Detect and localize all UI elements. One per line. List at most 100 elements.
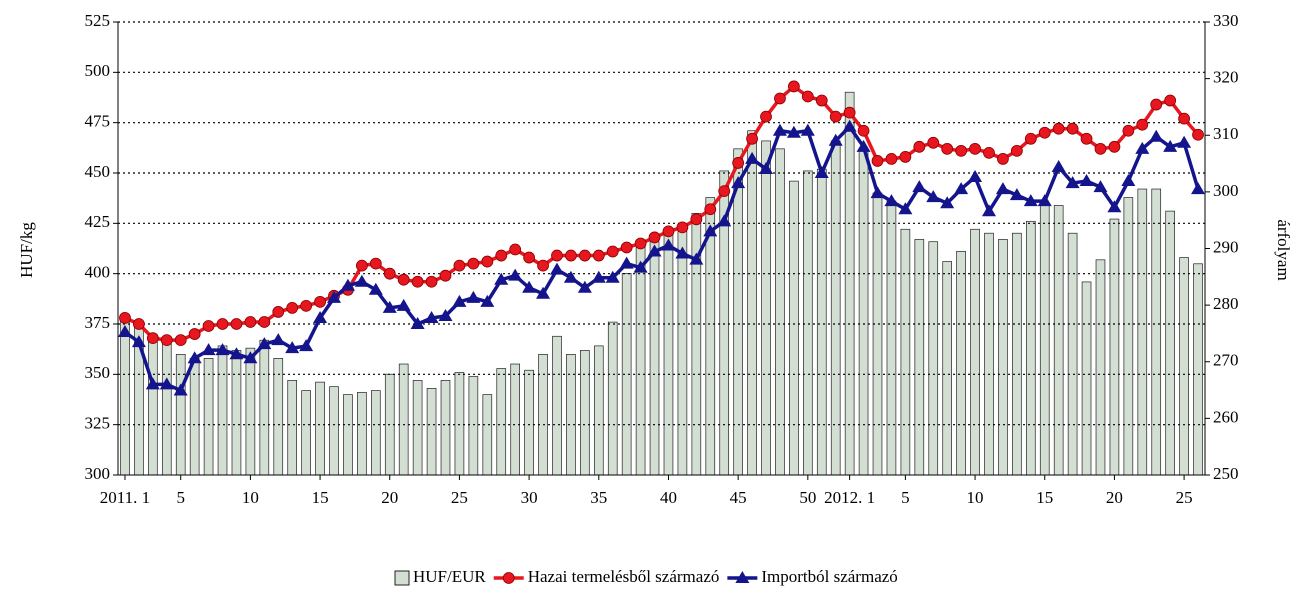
- marker: [661, 238, 676, 251]
- marker: [1079, 174, 1094, 187]
- bar: [231, 350, 242, 476]
- y-tick-label: 500: [85, 61, 111, 80]
- marker: [995, 182, 1010, 195]
- marker: [340, 278, 355, 291]
- bar: [970, 228, 980, 476]
- marker: [481, 255, 494, 268]
- marker: [828, 133, 843, 146]
- y2-tick-label: 250: [1213, 464, 1239, 483]
- marker: [732, 157, 745, 169]
- bar: [1193, 263, 1203, 476]
- bar: [789, 180, 799, 476]
- bar: [217, 345, 228, 476]
- marker: [537, 259, 549, 272]
- bar: [733, 148, 743, 476]
- marker: [1107, 200, 1122, 213]
- x-tick-label: 50: [799, 488, 816, 507]
- bar: [593, 345, 604, 476]
- marker: [1149, 129, 1164, 142]
- bar: [663, 231, 674, 476]
- bar: [524, 369, 534, 476]
- marker: [634, 237, 647, 250]
- marker: [1121, 174, 1136, 187]
- y2-tick-label: 320: [1213, 68, 1239, 87]
- bar: [775, 148, 785, 476]
- y-tick-label: 375: [85, 313, 111, 332]
- y-tick-label: 350: [85, 363, 111, 382]
- marker: [884, 194, 899, 207]
- marker: [1010, 144, 1023, 157]
- bar: [343, 394, 353, 476]
- marker: [717, 214, 732, 227]
- marker: [117, 325, 132, 338]
- marker: [551, 249, 563, 262]
- bar: [1137, 188, 1148, 476]
- x-tick-label: 20: [1106, 488, 1123, 507]
- bar: [1109, 218, 1120, 476]
- marker: [899, 150, 912, 163]
- marker: [216, 318, 229, 330]
- marker: [1122, 124, 1135, 137]
- marker: [397, 273, 410, 286]
- bar: [273, 358, 284, 476]
- y2-tick-label: 330: [1213, 11, 1239, 30]
- marker: [926, 190, 941, 203]
- marker: [452, 294, 467, 307]
- marker: [578, 249, 591, 262]
- marker: [760, 110, 772, 123]
- marker: [801, 90, 814, 103]
- marker: [969, 142, 981, 155]
- bar: [315, 381, 325, 476]
- marker: [523, 251, 536, 264]
- y2-axis-label: árfolyam: [1274, 219, 1293, 280]
- marker: [354, 274, 369, 287]
- bar: [956, 250, 966, 476]
- marker: [383, 267, 396, 280]
- marker: [913, 140, 926, 153]
- bar: [426, 388, 437, 476]
- marker: [425, 275, 438, 288]
- bar: [1039, 205, 1050, 476]
- bar: [844, 91, 855, 476]
- marker: [230, 318, 243, 330]
- marker: [466, 290, 481, 303]
- bar: [161, 337, 172, 476]
- marker: [563, 270, 578, 283]
- marker: [606, 245, 619, 258]
- x-tick-label: 25: [1176, 488, 1193, 507]
- marker: [746, 132, 758, 145]
- y2-tick-label: 260: [1213, 407, 1239, 426]
- marker: [857, 124, 870, 137]
- marker: [502, 572, 515, 584]
- marker: [174, 334, 187, 347]
- marker: [1135, 141, 1150, 154]
- marker: [244, 316, 257, 328]
- bar: [1067, 232, 1078, 476]
- marker: [1009, 188, 1024, 201]
- marker: [314, 295, 326, 308]
- bar: [872, 192, 883, 476]
- marker: [786, 125, 801, 138]
- marker: [424, 310, 439, 323]
- bar: [203, 358, 214, 476]
- marker: [508, 268, 523, 281]
- marker: [495, 249, 508, 262]
- marker: [829, 110, 842, 123]
- marker: [759, 161, 774, 174]
- marker: [690, 213, 703, 226]
- marker: [800, 123, 815, 136]
- marker: [735, 571, 750, 583]
- marker: [410, 317, 425, 329]
- marker: [941, 142, 954, 155]
- marker: [202, 320, 215, 332]
- marker: [453, 259, 466, 272]
- marker: [201, 343, 216, 356]
- bar: [329, 386, 339, 476]
- marker: [1191, 182, 1206, 195]
- marker: [215, 343, 230, 356]
- line: [124, 84, 1200, 342]
- marker: [243, 351, 258, 364]
- marker: [1023, 194, 1038, 207]
- marker: [676, 221, 689, 234]
- marker: [439, 269, 452, 282]
